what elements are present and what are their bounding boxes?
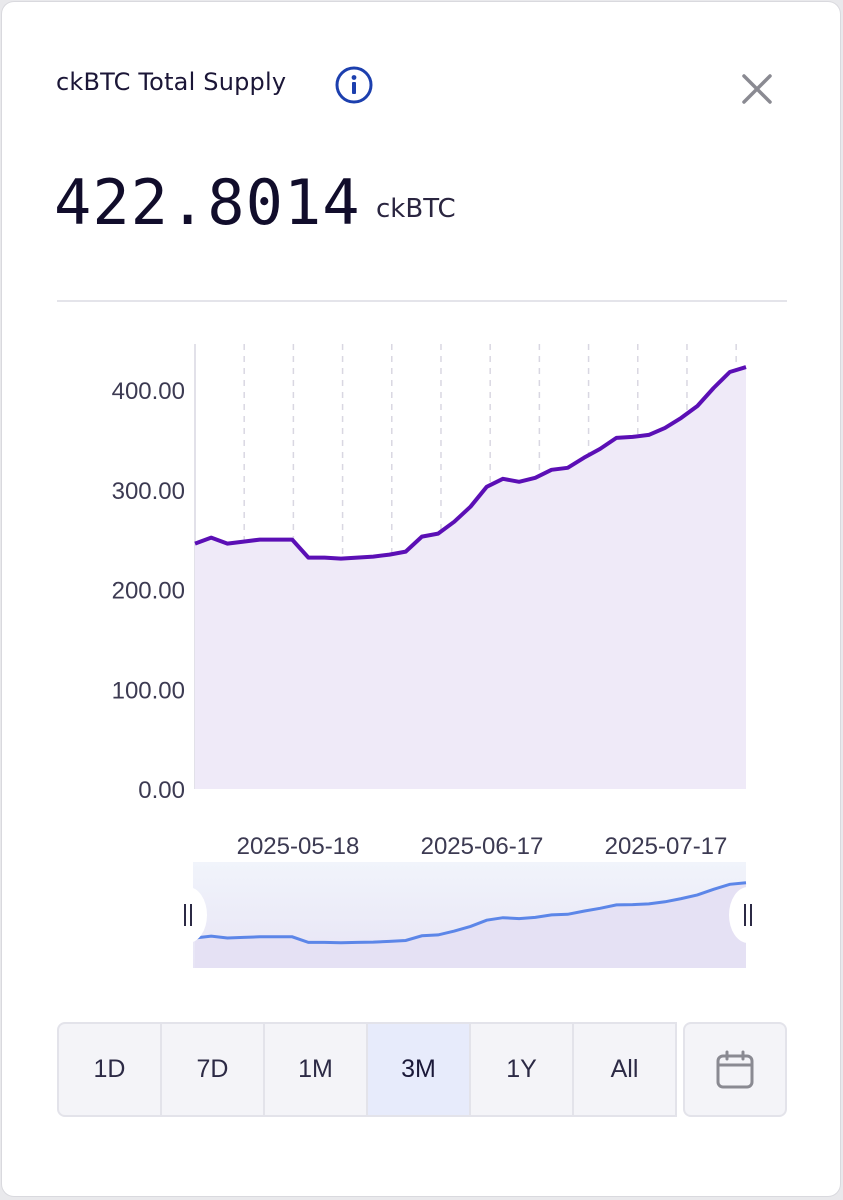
range-1d-button[interactable]: 1D bbox=[57, 1022, 162, 1117]
range-1y-button[interactable]: 1Y bbox=[469, 1022, 574, 1117]
x-tick-label: 2025-06-17 bbox=[421, 833, 544, 860]
range-7d-button[interactable]: 7D bbox=[160, 1022, 265, 1117]
x-tick-label: 2025-05-18 bbox=[237, 833, 360, 860]
navigator-left-handle[interactable] bbox=[169, 887, 207, 943]
calendar-button[interactable] bbox=[683, 1022, 787, 1117]
calendar-icon bbox=[716, 1050, 754, 1088]
close-icon[interactable] bbox=[736, 68, 778, 110]
range-selector: 1D 7D 1M 3M 1Y All bbox=[57, 1022, 787, 1117]
x-axis-ticks: 2025-05-18 2025-06-17 2025-07-17 bbox=[237, 833, 728, 860]
navigator[interactable] bbox=[169, 862, 767, 968]
y-tick-label: 100.00 bbox=[112, 677, 185, 704]
divider bbox=[57, 300, 787, 302]
x-tick-label: 2025-07-17 bbox=[605, 833, 728, 860]
info-icon[interactable] bbox=[334, 65, 374, 105]
y-tick-label: 200.00 bbox=[112, 578, 185, 605]
supply-line bbox=[194, 365, 747, 561]
total-supply-value: 422.8014 bbox=[54, 166, 361, 239]
navigator-right-handle[interactable] bbox=[729, 887, 767, 943]
y-tick-label: 300.00 bbox=[112, 478, 185, 505]
total-supply-unit: ckBTC bbox=[376, 194, 456, 224]
navigator-area bbox=[195, 882, 746, 968]
range-3m-button[interactable]: 3M bbox=[366, 1022, 471, 1117]
navigator-line bbox=[194, 881, 747, 945]
y-axis-ticks: 0.00 100.00 200.00 300.00 400.00 bbox=[112, 378, 185, 804]
supply-area bbox=[195, 367, 746, 789]
range-all-button[interactable]: All bbox=[572, 1022, 677, 1117]
y-tick-label: 400.00 bbox=[112, 378, 185, 405]
y-tick-label: 0.00 bbox=[138, 777, 185, 804]
card-title: ckBTC Total Supply bbox=[56, 68, 287, 96]
range-1m-button[interactable]: 1M bbox=[263, 1022, 368, 1117]
